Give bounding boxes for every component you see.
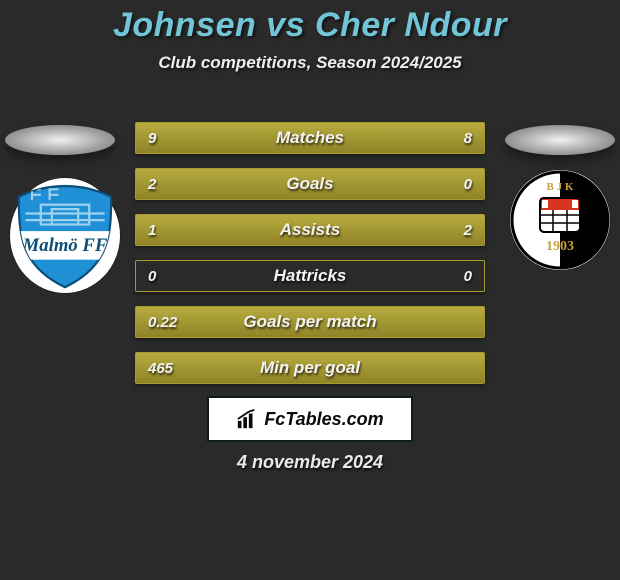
stat-fill-right (247, 215, 484, 245)
stat-fill-left (136, 215, 247, 245)
fctables-logo-icon (236, 408, 258, 430)
left-halo (5, 125, 115, 155)
besiktas-logo-icon: B J K 1903 (510, 170, 610, 270)
subtitle: Club competitions, Season 2024/2025 (0, 53, 620, 73)
player1-name: Johnsen (113, 6, 256, 44)
page-title: Johnsen vs Cher Ndour (0, 0, 620, 45)
stat-value-right: 0 (464, 261, 472, 291)
stat-label: Hattricks (136, 261, 484, 291)
vs-text: vs (266, 6, 305, 44)
stat-fill-left (136, 353, 484, 383)
source-text: FcTables.com (264, 409, 383, 430)
stat-row: 12Assists (135, 214, 485, 246)
stat-fill-left (136, 307, 484, 337)
stat-row: 20Goals (135, 168, 485, 200)
left-club-badge: Malmö FF (10, 178, 120, 293)
stat-value-left: 0 (148, 261, 156, 291)
date-text: 4 november 2024 (0, 452, 620, 473)
player2-name: Cher Ndour (315, 6, 507, 44)
svg-text:1903: 1903 (546, 239, 574, 254)
stat-row: 0 0Hattricks (135, 260, 485, 292)
svg-text:Malmö FF: Malmö FF (22, 235, 108, 256)
right-club-badge: B J K 1903 (510, 170, 610, 270)
source-badge: FcTables.com (207, 396, 413, 442)
stats-bars: 98Matches 20Goals 12Assists 0 0Hattricks 0.22… (135, 122, 485, 398)
comparison-infographic: Johnsen vs Cher Ndour Club competitions,… (0, 0, 620, 580)
svg-text:B J K: B J K (547, 181, 574, 193)
stat-row: 0.22Goals per match (135, 306, 485, 338)
stat-fill-left (136, 169, 484, 199)
stat-row: 98Matches (135, 122, 485, 154)
stat-row: 465Min per goal (135, 352, 485, 384)
stat-fill-left (136, 123, 317, 153)
stat-fill-right (317, 123, 484, 153)
malmo-ff-logo-icon: Malmö FF (10, 178, 120, 293)
right-halo (505, 125, 615, 155)
